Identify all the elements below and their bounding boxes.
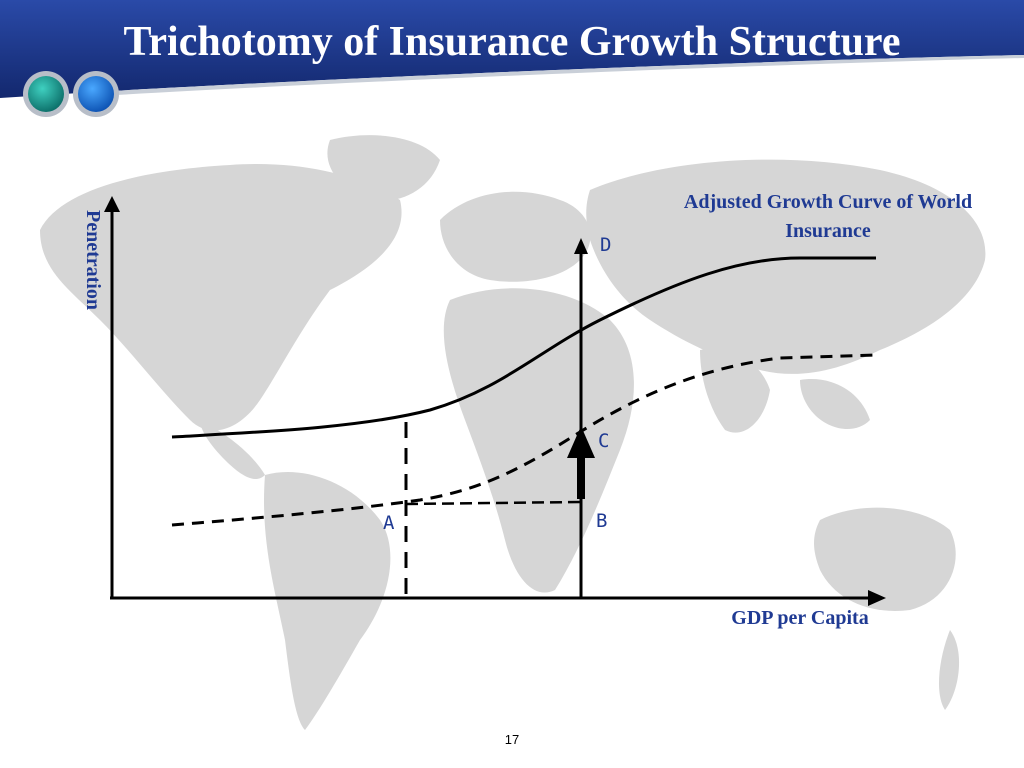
header-background [0, 0, 1024, 117]
a-to-b-horizontal-dash [405, 500, 581, 506]
point-label-a: A [383, 512, 395, 534]
adjusted-growth-curve [171, 256, 876, 439]
teal-circle-icon [28, 76, 64, 112]
b-to-c-arrow-head [567, 426, 595, 458]
world-map-background [40, 135, 986, 730]
blue-circle-icon [78, 76, 114, 112]
page-number: 17 [504, 732, 520, 747]
header-band: Trichotomy of Insurance Growth Structure [0, 0, 1024, 118]
slide-title: Trichotomy of Insurance Growth Structure [123, 19, 901, 65]
point-label-d: D [600, 234, 612, 256]
world-map-landmasses [40, 135, 986, 730]
point-label-b: B [596, 510, 608, 532]
vertical-arrow-head-d [574, 238, 588, 254]
y-axis-label: Penetration [82, 210, 104, 310]
dashed-growth-curve [171, 353, 877, 527]
x-axis-label: GDP per Capita [731, 607, 869, 629]
y-axis-arrowhead [104, 196, 120, 212]
curve-label: Adjusted Growth Curve of World Insurance [683, 191, 973, 242]
x-axis-arrowhead [868, 590, 886, 606]
point-label-c: C [598, 430, 610, 452]
b-to-c-arrow-shaft [577, 455, 585, 499]
